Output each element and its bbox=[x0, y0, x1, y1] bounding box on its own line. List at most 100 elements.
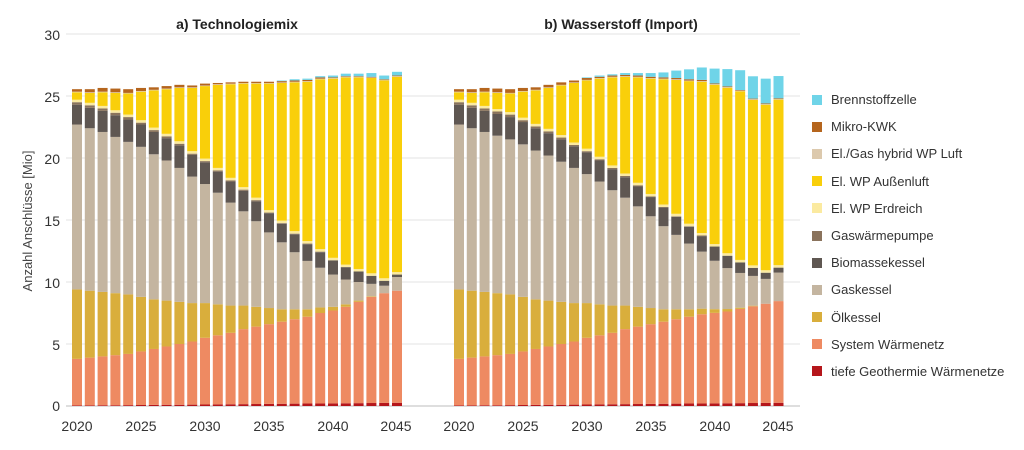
bar-segment bbox=[251, 326, 262, 405]
bar-segment bbox=[110, 92, 121, 93]
bar-segment bbox=[632, 73, 643, 76]
x-tick-label-a: 2025 bbox=[125, 418, 156, 434]
legend-item: Gaswärmepumpe bbox=[812, 222, 1017, 249]
bar-segment bbox=[671, 79, 682, 214]
bar-segment bbox=[200, 184, 210, 304]
bar-segment bbox=[530, 89, 541, 91]
legend-label: El. WP Außenluft bbox=[831, 173, 930, 189]
bar-segment bbox=[747, 265, 758, 268]
bar-segment bbox=[556, 161, 567, 302]
bar-segment bbox=[72, 104, 82, 125]
bar-segment bbox=[581, 151, 592, 153]
bar-segment bbox=[161, 300, 172, 347]
bar-segment bbox=[276, 223, 287, 224]
bar-segment bbox=[251, 83, 262, 198]
bar-segment bbox=[212, 84, 223, 85]
x-tick-label-b: 2030 bbox=[571, 418, 602, 434]
bar-segment bbox=[353, 271, 364, 282]
bar-segment bbox=[97, 108, 108, 111]
bar-segment bbox=[581, 80, 592, 149]
bar-segment bbox=[594, 156, 605, 160]
bar-segment bbox=[735, 307, 746, 309]
bar-segment bbox=[379, 75, 390, 80]
bar-segment bbox=[543, 155, 554, 301]
bar-segment bbox=[123, 93, 134, 115]
bar-segment bbox=[289, 81, 300, 83]
bar-segment bbox=[722, 311, 733, 404]
bar-segment bbox=[353, 403, 364, 406]
bar-segment bbox=[671, 216, 682, 217]
bar-segment bbox=[607, 169, 618, 191]
bar-segment bbox=[607, 76, 618, 78]
bar-segment bbox=[123, 117, 134, 120]
bar-segment bbox=[315, 267, 326, 308]
bar-segment bbox=[72, 91, 82, 93]
legend-swatch bbox=[812, 339, 822, 350]
bar-segment bbox=[328, 78, 338, 79]
bar-segment bbox=[735, 272, 746, 308]
legend-swatch bbox=[812, 176, 822, 187]
legend-item: El. WP Erdreich bbox=[812, 195, 1017, 222]
bar-segment bbox=[556, 135, 567, 138]
bar-segment bbox=[353, 301, 364, 404]
y-tick-label: 30 bbox=[44, 27, 60, 43]
bar-segment bbox=[569, 142, 580, 145]
bar-segment bbox=[123, 92, 134, 94]
bar-segment bbox=[735, 308, 746, 404]
bar-segment bbox=[328, 310, 338, 404]
bar-segment bbox=[72, 289, 82, 359]
bar-segment bbox=[581, 404, 592, 406]
bar-segment bbox=[671, 70, 682, 79]
bar-segment bbox=[645, 196, 656, 198]
bar-segment bbox=[289, 309, 300, 320]
legend-label: Gaskessel bbox=[831, 282, 892, 298]
bar-segment bbox=[264, 82, 274, 84]
bar-segment bbox=[315, 307, 326, 313]
bar-segment bbox=[212, 335, 223, 405]
bar-segment bbox=[632, 75, 643, 77]
bar-segment bbox=[607, 305, 618, 333]
bar-segment bbox=[97, 110, 108, 132]
bar-segment bbox=[212, 167, 223, 171]
legend-swatch bbox=[812, 230, 822, 241]
bar-segment bbox=[200, 404, 210, 406]
bar-segment bbox=[225, 202, 236, 306]
bar-segment bbox=[466, 92, 477, 93]
bar-segment bbox=[148, 130, 159, 132]
bar-segment bbox=[97, 87, 108, 92]
bar-segment bbox=[302, 79, 313, 82]
bar-segment bbox=[379, 80, 390, 279]
bar-segment bbox=[187, 87, 198, 88]
bar-segment bbox=[492, 92, 503, 93]
bar-segment bbox=[392, 75, 402, 77]
bar-segment bbox=[658, 226, 669, 310]
bar-segment bbox=[212, 304, 223, 336]
bar-segment bbox=[569, 82, 580, 83]
bar-segment bbox=[200, 83, 210, 86]
bar-segment bbox=[594, 181, 605, 305]
bar-segment bbox=[696, 79, 707, 82]
bar-segment bbox=[225, 177, 236, 181]
bar-segment bbox=[594, 78, 605, 157]
bar-segment bbox=[556, 344, 567, 405]
bar-segment bbox=[366, 283, 377, 297]
bar-segment bbox=[251, 200, 262, 202]
bar-segment bbox=[569, 303, 580, 342]
bar-segment bbox=[454, 104, 464, 125]
bar-segment bbox=[264, 212, 274, 214]
bar-segment bbox=[556, 84, 567, 86]
bar-segment bbox=[671, 403, 682, 406]
bar-segment bbox=[594, 160, 605, 182]
bar-segment bbox=[353, 77, 364, 269]
bar-segment bbox=[594, 159, 605, 161]
bar-segment bbox=[620, 329, 631, 405]
bar-segment bbox=[671, 216, 682, 235]
bar-segment bbox=[530, 299, 541, 349]
bar-segment bbox=[136, 87, 146, 92]
bar-segment bbox=[735, 259, 746, 263]
bar-segment bbox=[187, 341, 198, 405]
bar-segment bbox=[264, 403, 274, 406]
bar-segment bbox=[238, 329, 249, 405]
bar-segment bbox=[607, 190, 618, 306]
